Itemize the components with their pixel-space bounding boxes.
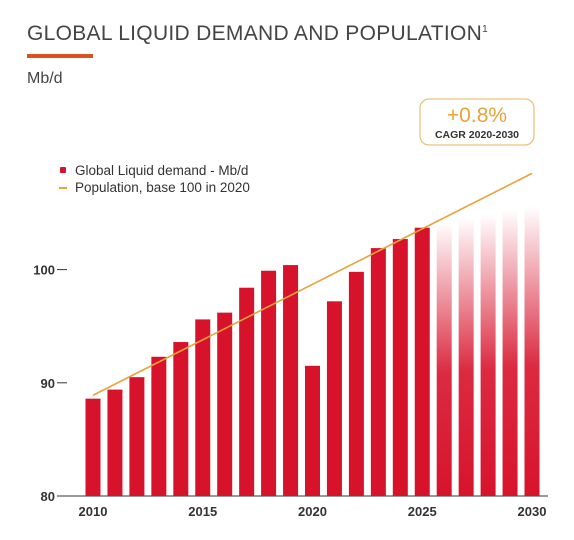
bar-2028 — [480, 214, 496, 496]
bar-2017 — [239, 287, 255, 496]
bar-2012 — [129, 377, 145, 496]
bar-2014 — [173, 342, 189, 496]
cagr-callout-box — [419, 98, 535, 146]
x-tick-label-2030: 2030 — [518, 504, 547, 519]
cagr-callout: +0.8% CAGR 2020-2030 — [419, 98, 535, 146]
bar-2026 — [436, 222, 452, 496]
bar-2015 — [195, 319, 211, 496]
y-tick-label-90: 90 — [41, 376, 55, 391]
legend-label-demand: Global Liquid demand - Mb/d — [75, 163, 248, 178]
bar-2024 — [392, 239, 408, 496]
y-tick-label-80: 80 — [41, 489, 55, 504]
bar-2022 — [348, 271, 364, 496]
y-tick-label-100: 100 — [33, 263, 55, 278]
legend-label-population: Population, base 100 in 2020 — [75, 180, 250, 195]
bar-2029 — [502, 209, 518, 496]
x-tick-label-2025: 2025 — [408, 504, 437, 519]
bar-2023 — [370, 248, 386, 496]
population-line — [92, 172, 533, 396]
y-axis-unit-label: Mb/d — [27, 70, 63, 87]
chart-title: GLOBAL LIQUID DEMAND AND POPULATION1 — [27, 22, 488, 46]
cagr-value: +0.8% — [447, 104, 507, 127]
x-tick-label-2015: 2015 — [188, 504, 217, 519]
title-accent-rule — [27, 54, 93, 58]
x-tick-label-2010: 2010 — [79, 504, 108, 519]
title-footnote-marker: 1 — [482, 24, 488, 35]
bar-2018 — [261, 270, 277, 496]
bar-2011 — [107, 389, 123, 496]
x-tick-label-2020: 2020 — [298, 504, 327, 519]
bar-2016 — [217, 312, 233, 496]
bar-2021 — [326, 301, 342, 496]
bar-2027 — [458, 217, 474, 496]
cagr-label: CAGR 2020-2030 — [435, 129, 519, 141]
chart-title-text: GLOBAL LIQUID DEMAND AND POPULATION — [27, 22, 483, 45]
bar-2019 — [283, 265, 299, 496]
legend-swatch-demand — [60, 167, 66, 173]
bar-2025 — [414, 227, 430, 496]
bar-2013 — [151, 356, 167, 496]
bar-2030 — [524, 206, 540, 496]
bar-2010 — [85, 398, 101, 496]
bar-2020 — [305, 365, 320, 496]
